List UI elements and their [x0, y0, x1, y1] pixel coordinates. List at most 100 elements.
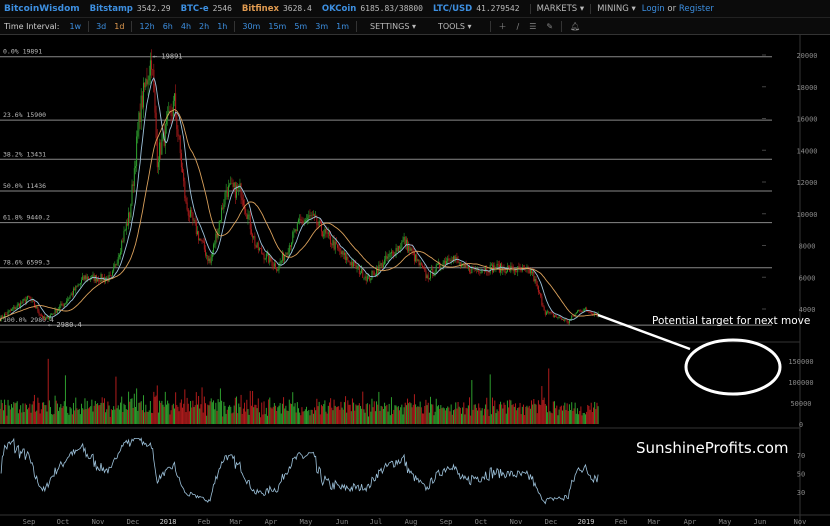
- volume-bar: [19, 409, 21, 424]
- volume-bar: [203, 396, 205, 424]
- candle-body: [54, 308, 56, 314]
- volume-bar: [84, 398, 86, 424]
- volume-bar: [159, 400, 161, 424]
- candle-body: [266, 253, 268, 254]
- candle-body: [114, 264, 116, 267]
- bell-icon[interactable]: 🔔︎: [570, 21, 581, 31]
- settings-menu[interactable]: SETTINGS ▾: [370, 21, 416, 31]
- price-chart[interactable]: 4000 6000 8000 10000 12000 14000 16000 18000 200…: [0, 35, 830, 526]
- candle-body: [522, 267, 524, 268]
- candle-body: [276, 268, 278, 271]
- volume-bar: [381, 406, 383, 424]
- register-link[interactable]: Register: [678, 3, 714, 14]
- candle-body: [323, 234, 325, 237]
- volume-bar: [430, 396, 431, 424]
- volume-bar: [252, 390, 254, 424]
- volume-bar: [152, 413, 154, 424]
- volume-bar: [568, 404, 570, 424]
- volume-bar: [376, 401, 378, 424]
- interval-6h[interactable]: 6h: [162, 21, 173, 31]
- candle-body: [319, 220, 321, 222]
- volume-bar: [567, 410, 569, 424]
- candle-body: [19, 304, 21, 308]
- x-tick-label: Jul: [370, 518, 383, 526]
- volume-bar: [548, 368, 550, 424]
- candle-body: [572, 315, 574, 317]
- candle-body: [320, 221, 322, 232]
- volume-bar: [72, 402, 74, 424]
- candle-body: [415, 254, 417, 262]
- volume-bar: [134, 406, 136, 424]
- volume-bar: [76, 408, 78, 424]
- candle-body: [101, 274, 103, 281]
- mining-menu[interactable]: MINING ▾: [590, 3, 642, 14]
- volume-bar: [44, 405, 46, 424]
- candle-body: [4, 314, 6, 318]
- pen-icon[interactable]: ✎: [546, 21, 554, 31]
- candle-body: [289, 245, 291, 247]
- volume-bar: [431, 404, 433, 424]
- volume-bar: [126, 409, 128, 424]
- volume-bar: [483, 408, 485, 424]
- volume-bar: [419, 401, 421, 424]
- volume-bar: [244, 402, 246, 424]
- candle-body: [152, 69, 154, 71]
- candle-body: [428, 278, 430, 280]
- ticker-name[interactable]: Bitstamp: [89, 3, 133, 14]
- volume-bar: [541, 386, 543, 424]
- volume-bar: [112, 410, 114, 424]
- volume-bar: [297, 408, 299, 424]
- volume-bar: [53, 413, 55, 424]
- ma-slow-line: [0, 108, 599, 322]
- candle-body: [176, 115, 178, 130]
- interval-1h[interactable]: 1h: [217, 21, 228, 31]
- interval-12h[interactable]: 12h: [139, 21, 155, 31]
- candle-body: [498, 264, 500, 273]
- ticker-name[interactable]: OKCoin: [321, 3, 357, 14]
- tools-menu[interactable]: TOOLS ▾: [437, 21, 472, 31]
- interval-5m[interactable]: 5m: [294, 21, 308, 31]
- markets-menu[interactable]: MARKETS ▾: [529, 3, 591, 14]
- candle-body: [199, 238, 201, 241]
- candle-body: [570, 318, 572, 320]
- interval-30m[interactable]: 30m: [242, 21, 261, 31]
- volume-bar: [374, 411, 376, 424]
- interval-4h[interactable]: 4h: [180, 21, 192, 31]
- fib-icon[interactable]: ☰: [529, 21, 537, 31]
- candle-body: [204, 249, 206, 256]
- brand-logo[interactable]: BitcoinWisdom: [4, 3, 80, 14]
- line-icon[interactable]: ∕: [516, 21, 520, 31]
- volume-bar: [93, 405, 95, 424]
- interval-15m[interactable]: 15m: [268, 21, 287, 31]
- volume-bar: [177, 406, 179, 424]
- interval-1d[interactable]: 1d: [114, 21, 125, 31]
- volume-bar: [222, 416, 224, 424]
- volume-bar: [330, 398, 332, 424]
- volume-bar: [75, 397, 77, 424]
- interval-1w[interactable]: 1w: [69, 21, 82, 31]
- interval-3d[interactable]: 3d: [96, 21, 107, 31]
- volume-bar: [522, 404, 524, 424]
- candle-body: [349, 261, 351, 266]
- ticker-name[interactable]: Bitfinex: [241, 3, 279, 14]
- volume-bar: [340, 401, 342, 424]
- volume-bar: [410, 403, 412, 424]
- candle-body: [151, 60, 153, 70]
- x-tick-label: Mar: [230, 518, 243, 526]
- volume-bar: [379, 410, 381, 424]
- interval-2h[interactable]: 2h: [199, 21, 210, 31]
- crosshair-icon[interactable]: ＋: [498, 21, 507, 31]
- volume-bar: [287, 410, 289, 424]
- candle-body: [339, 248, 341, 252]
- interval-1m[interactable]: 1m: [336, 21, 350, 31]
- candle-body: [371, 271, 373, 279]
- ticker-name[interactable]: BTC-e: [180, 3, 209, 14]
- login-link[interactable]: Login: [641, 3, 665, 14]
- volume-bar: [490, 414, 492, 424]
- volume-bar: [433, 415, 435, 424]
- volume-bar: [1, 403, 3, 424]
- candle-body: [328, 232, 330, 236]
- ticker-name[interactable]: LTC/USD: [432, 3, 473, 14]
- candle-body: [381, 262, 383, 268]
- interval-3m[interactable]: 3m: [315, 21, 329, 31]
